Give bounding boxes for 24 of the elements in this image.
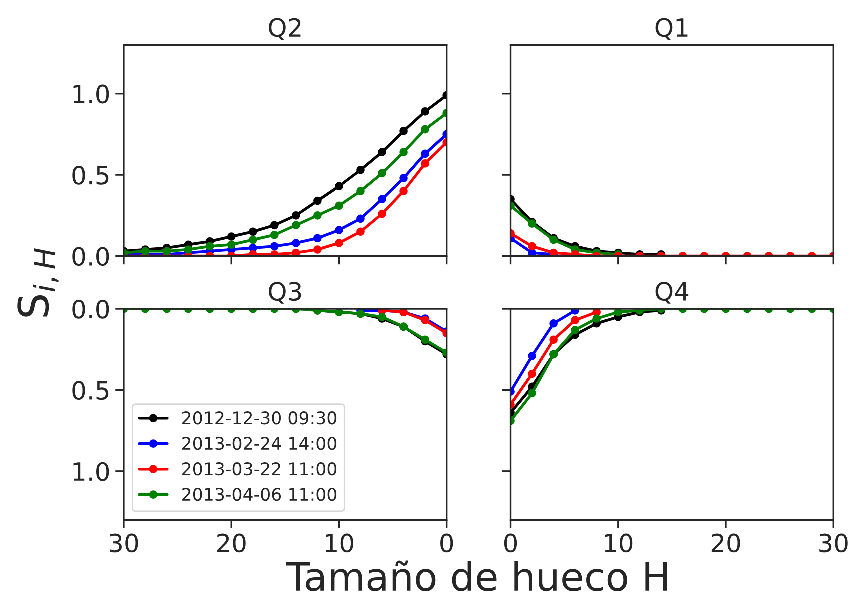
x-tick-label: 0 xyxy=(440,534,454,553)
legend-label: 2013-03-22 11:00 xyxy=(182,462,337,476)
legend-label: 2013-04-06 11:00 xyxy=(182,488,337,502)
x-tick-label: 30 xyxy=(820,534,848,553)
x-tick-label: 10 xyxy=(326,534,354,553)
y-tick-label: 1.0 xyxy=(74,462,110,482)
legend-label: 2013-02-24 14:00 xyxy=(182,437,337,450)
x-tick-label: 30 xyxy=(110,534,138,553)
chart-title: Q3 xyxy=(269,282,302,304)
x-tick-label: 20 xyxy=(218,534,246,553)
x-tick-label: 10 xyxy=(605,534,633,553)
y-tick-label: 0.0 xyxy=(72,300,110,319)
legend-label: 2012-12-30 09:30 xyxy=(182,412,337,425)
y-tick-label: 1.0 xyxy=(74,84,110,104)
y-tick-label: 0.0 xyxy=(72,247,110,266)
y-axis-title: S$_{i,H}$ xyxy=(18,248,59,317)
y-tick-label: 0.5 xyxy=(72,166,109,185)
x-axis-title: Tamaño de hueco H xyxy=(286,560,668,592)
y-tick-label: 0.5 xyxy=(72,381,109,400)
x-tick-label: 0 xyxy=(504,534,518,553)
chart-title: Q4 xyxy=(656,282,689,304)
x-tick-label: 20 xyxy=(712,534,740,553)
chart-title: Q1 xyxy=(656,18,688,40)
chart-title: Q2 xyxy=(269,18,301,40)
